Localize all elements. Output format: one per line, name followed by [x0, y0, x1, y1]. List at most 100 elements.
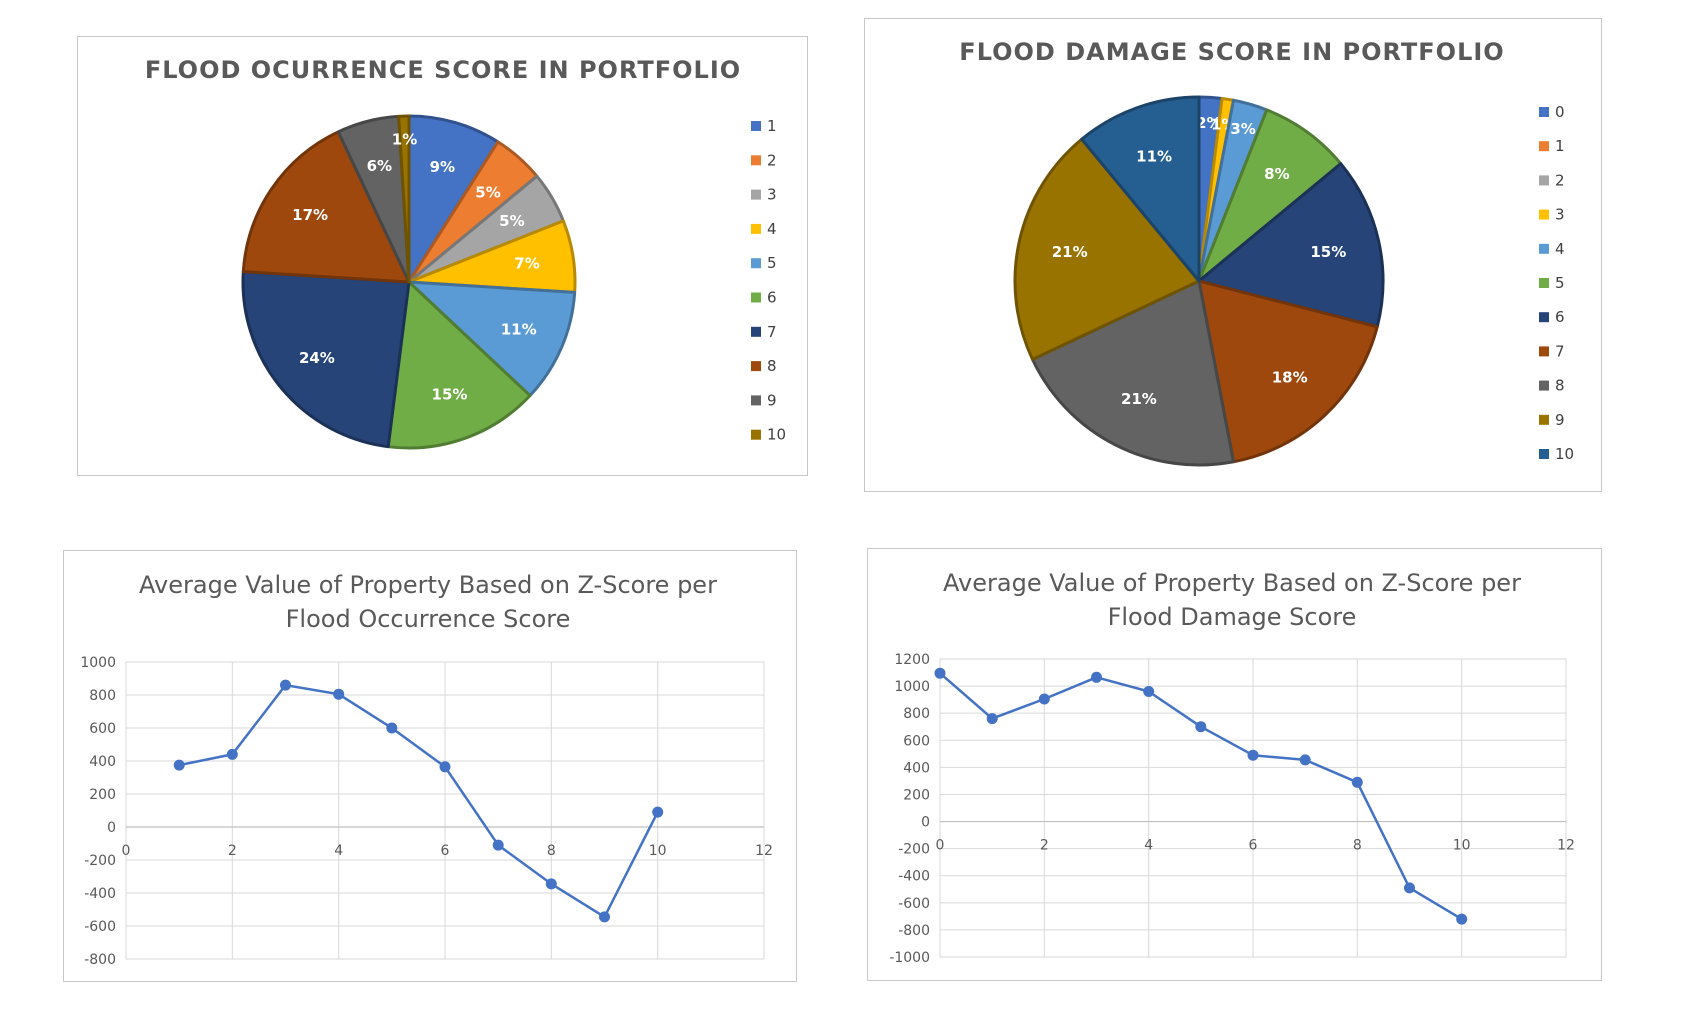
legend-entry-7: 7 — [767, 323, 777, 341]
y-tick-label: 1000 — [894, 679, 930, 695]
chart-title: FLOOD DAMAGE SCORE IN PORTFOLIO — [959, 38, 1504, 66]
pie-slice-7 — [241, 270, 411, 449]
data-point-1 — [986, 713, 998, 725]
pie-slice-8 — [1031, 279, 1235, 467]
x-tick-label: 8 — [1353, 838, 1362, 854]
legend-swatch-3 — [751, 189, 761, 200]
slice-label-4: 3% — [1230, 120, 1255, 138]
legend-swatch-10 — [751, 429, 761, 440]
legend-swatch-9 — [751, 395, 761, 406]
legend-swatch-5 — [751, 258, 761, 269]
flood-damage-pie-chart: FLOOD DAMAGE SCORE IN PORTFOLIO2%1%3%8%1… — [959, 38, 1574, 467]
data-point-1 — [173, 759, 185, 771]
slice-label-3: 5% — [499, 212, 524, 230]
legend-entry-6: 6 — [767, 289, 777, 307]
data-point-0 — [934, 667, 946, 679]
legend-swatch-6 — [1539, 312, 1549, 323]
legend-entry-1: 1 — [767, 117, 777, 135]
legend-entry-4: 4 — [1555, 240, 1565, 258]
y-tick-label: 200 — [89, 787, 116, 803]
pie-slice-5 — [1197, 108, 1343, 283]
pie-slice-5 — [407, 280, 577, 398]
slice-label-0: 2% — [1196, 114, 1221, 132]
legend-swatch-6 — [751, 292, 761, 303]
data-point-7 — [492, 839, 504, 851]
slice-label-8: 17% — [292, 206, 328, 224]
legend-entry-1: 1 — [1555, 137, 1565, 155]
y-tick-label: 400 — [89, 754, 116, 770]
legend-entry-7: 7 — [1555, 342, 1565, 360]
data-point-2 — [1038, 693, 1050, 705]
x-tick-label: 10 — [649, 843, 667, 859]
x-tick-label: 10 — [1453, 838, 1471, 854]
legend-swatch-1 — [1539, 141, 1549, 152]
x-tick-label: 12 — [1557, 838, 1575, 854]
legend-swatch-4 — [1539, 243, 1549, 254]
slice-label-7: 24% — [299, 349, 335, 367]
damage-line-panel: Average Value of Property Based on Z-Sco… — [867, 548, 1602, 981]
slice-label-5: 8% — [1264, 165, 1289, 183]
x-tick-label: 4 — [1144, 838, 1153, 854]
y-tick-label: -1000 — [889, 950, 930, 966]
slice-label-10: 11% — [1136, 147, 1172, 165]
x-tick-label: 2 — [1040, 838, 1049, 854]
data-point-2 — [226, 748, 238, 760]
flood-occurrence-pie-panel: FLOOD OCURRENCE SCORE IN PORTFOLIO 9% 5% 5%… — [77, 36, 808, 476]
y-tick-label: 1000 — [80, 655, 116, 671]
legend-entry-2: 2 — [1555, 171, 1565, 189]
slice-label-4: 7% — [514, 254, 539, 272]
pie-slice-10 — [397, 114, 411, 284]
data-point-4 — [1143, 686, 1155, 697]
legend-entry-8: 8 — [1555, 377, 1565, 395]
pie-slice-6 — [386, 280, 532, 450]
y-tick-label: 0 — [107, 820, 116, 836]
slice-label-1: 9% — [430, 158, 455, 176]
occurrence-line-panel: Average Value of Property Based on Z-Sco… — [63, 550, 797, 982]
data-point-3 — [1091, 671, 1102, 683]
data-point-3 — [280, 679, 291, 691]
x-tick-label: 12 — [755, 843, 773, 859]
legend-entry-5: 5 — [1555, 274, 1565, 292]
data-point-6 — [1247, 749, 1259, 761]
legend-entry-3: 3 — [767, 186, 777, 204]
flood-damage-pie-panel: FLOOD DAMAGE SCORE IN PORTFOLIO 2% 1% 3% 8% 1… — [864, 18, 1602, 492]
legend-swatch-7 — [1539, 346, 1549, 357]
legend-entry-2: 2 — [767, 151, 777, 169]
chart-title-line-1: Average Value of Property Based on Z-Sco… — [943, 569, 1521, 597]
pie-slice-10 — [1080, 95, 1201, 283]
y-tick-label: -200 — [84, 853, 116, 869]
legend-swatch-5 — [1539, 278, 1549, 288]
legend-swatch-8 — [1539, 380, 1549, 391]
legend-swatch-10 — [1539, 449, 1549, 459]
flood-occurrence-pie-chart: FLOOD OCURRENCE SCORE IN PORTFOLIO 9% 5% 5%… — [145, 56, 786, 450]
x-tick-label: 6 — [1249, 838, 1258, 854]
slice-label-5: 11% — [501, 321, 537, 339]
pie-slice-9 — [1013, 137, 1201, 361]
data-point-8 — [545, 878, 557, 890]
y-tick-label: -600 — [898, 896, 930, 912]
legend-entry-5: 5 — [767, 254, 777, 272]
x-tick-label: 0 — [936, 838, 945, 854]
chart-title: FLOOD OCURRENCE SCORE IN PORTFOLIO — [145, 56, 741, 84]
y-tick-label: 0 — [921, 815, 930, 831]
data-point-9 — [1404, 882, 1415, 894]
data-point-10 — [1456, 913, 1468, 925]
x-tick-label: 2 — [228, 843, 237, 859]
legend-entry-9: 9 — [1555, 411, 1565, 429]
legend-swatch-0 — [1539, 107, 1549, 117]
chart-title-line-2: Flood Damage Score — [1108, 603, 1357, 631]
y-tick-label: -800 — [84, 952, 116, 968]
legend-entry-6: 6 — [1555, 308, 1565, 326]
legend-entry-3: 3 — [1555, 206, 1565, 224]
x-tick-label: 8 — [547, 843, 556, 859]
slice-label-2: 5% — [475, 183, 500, 201]
legend-entry-0: 0 — [1555, 103, 1565, 121]
x-tick-label: 6 — [441, 843, 450, 859]
chart-title-line-2: Flood Occurrence Score — [286, 605, 571, 633]
data-point-5 — [386, 722, 398, 734]
damage-line-chart: Average Value of Property Based on Z-Sco… — [889, 569, 1575, 966]
y-tick-label: 600 — [903, 733, 930, 749]
y-tick-label: -200 — [898, 842, 930, 858]
chart-title-line-1: Average Value of Property Based on Z-Sco… — [139, 571, 717, 599]
legend-entry-10: 10 — [767, 426, 786, 444]
